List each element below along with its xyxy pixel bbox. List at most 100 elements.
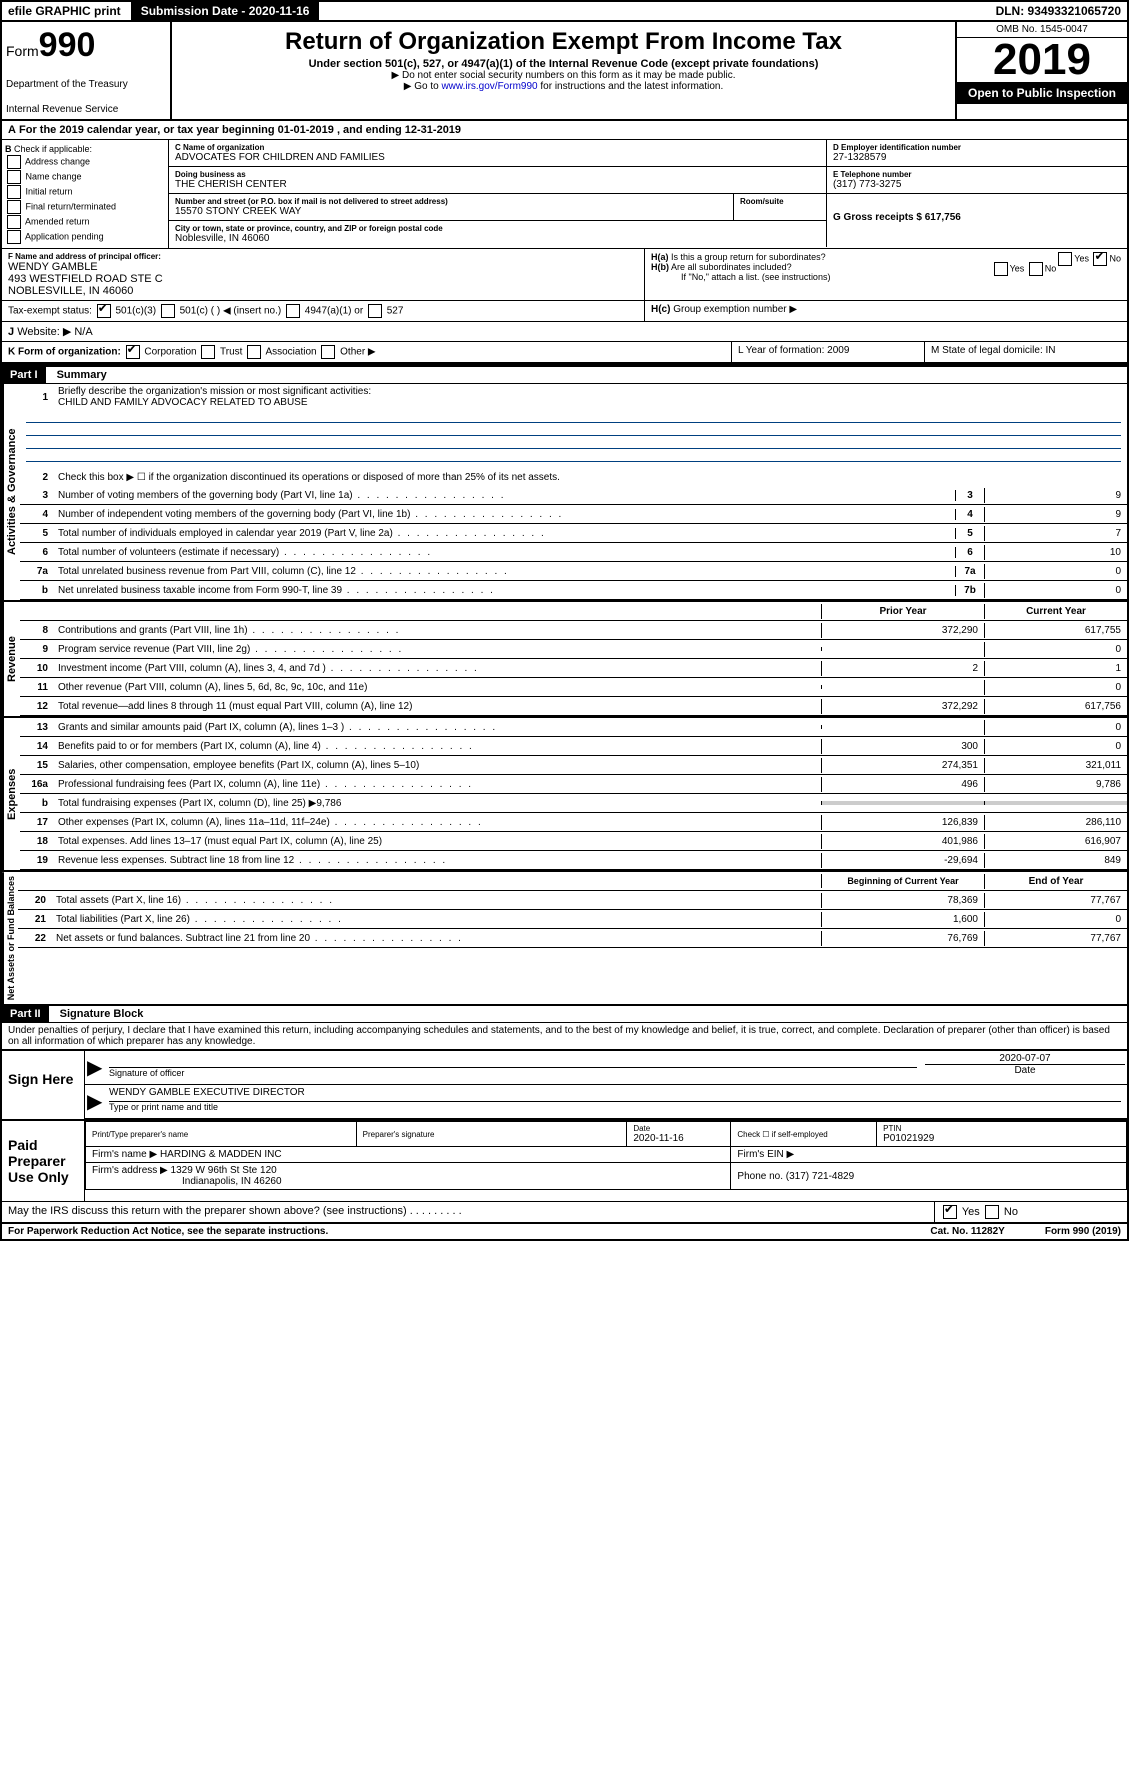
cb-501c[interactable] (161, 304, 175, 318)
l18-p: 401,986 (821, 834, 984, 849)
cb-final[interactable]: Final return/terminated (5, 200, 165, 214)
l13-t: Grants and similar amounts paid (Part IX… (54, 720, 821, 735)
goto-prefix: ▶ Go to (404, 81, 442, 92)
summary-net: Net Assets or Fund Balances Beginning of… (2, 870, 1127, 1004)
officer-label: F Name and address of principal officer: (8, 252, 161, 261)
street-addr: 15570 STONY CREEK WAY (175, 206, 727, 217)
name-label: Type or print name and title (109, 1102, 1121, 1112)
footer: For Paperwork Reduction Act Notice, see … (2, 1222, 1127, 1239)
efile-label[interactable]: efile GRAPHIC print (2, 2, 127, 20)
q2-text: Check this box ▶ ☐ if the organization d… (54, 470, 1127, 485)
l10-c: 1 (984, 661, 1127, 676)
cb-527[interactable] (368, 304, 382, 318)
cb-assoc[interactable] (247, 345, 261, 359)
current-hdr: Current Year (984, 604, 1127, 619)
cb-trust[interactable] (201, 345, 215, 359)
line6-t: Total number of volunteers (estimate if … (54, 545, 955, 560)
officer-printed: WENDY GAMBLE EXECUTIVE DIRECTOR (109, 1087, 1121, 1102)
org-name: ADVOCATES FOR CHILDREN AND FAMILIES (175, 152, 820, 163)
sig-date: 2020-07-07 (925, 1053, 1125, 1064)
self-emp-label: Check ☐ if self-employed (737, 1130, 870, 1139)
l17-t: Other expenses (Part IX, column (A), lin… (54, 815, 821, 830)
preparer-table: Print/Type preparer's name Preparer's si… (85, 1121, 1127, 1190)
l8-p: 372,290 (821, 623, 984, 638)
c-name-label: C Name of organization (175, 143, 820, 152)
cb-pending[interactable]: Application pending (5, 230, 165, 244)
ptin-label: PTIN (883, 1124, 1120, 1133)
form-word: Form (6, 43, 39, 59)
cb-4947[interactable] (286, 304, 300, 318)
blueline (26, 410, 1121, 423)
cb-address[interactable]: Address change (5, 155, 165, 169)
arrow-icon: ▶ (85, 1085, 103, 1118)
l12-t: Total revenue—add lines 8 through 11 (mu… (54, 699, 821, 714)
l16a-c: 9,786 (984, 777, 1127, 792)
l22-c: 77,767 (984, 931, 1127, 946)
cb-corp[interactable] (126, 345, 140, 359)
gov-vlabel: Activities & Governance (2, 384, 20, 600)
q1-val: CHILD AND FAMILY ADVOCACY RELATED TO ABU… (58, 397, 308, 408)
officer-addr1: 493 WESTFIELD ROAD STE C (8, 273, 638, 285)
blueline (26, 423, 1121, 436)
l18-t: Total expenses. Add lines 13–17 (must eq… (54, 834, 821, 849)
cb-discuss-no[interactable] (985, 1205, 999, 1219)
irs-link[interactable]: www.irs.gov/Form990 (441, 81, 537, 92)
l14-t: Benefits paid to or for members (Part IX… (54, 739, 821, 754)
l13-p (821, 725, 984, 729)
l8-c: 617,755 (984, 623, 1127, 638)
city-val: Noblesville, IN 46060 (175, 233, 820, 244)
submission-button[interactable]: Submission Date - 2020-11-16 (131, 2, 320, 20)
l19-t: Revenue less expenses. Subtract line 18 … (54, 853, 821, 868)
city-label: City or town, state or province, country… (175, 224, 820, 233)
col-c: C Name of organization ADVOCATES FOR CHI… (169, 140, 827, 248)
firm-addr-label: Firm's address ▶ (92, 1165, 168, 1176)
net-vlabel: Net Assets or Fund Balances (2, 872, 18, 1004)
l9-p (821, 647, 984, 651)
website-label: Website: ▶ (17, 326, 71, 338)
l21-c: 0 (984, 912, 1127, 927)
firm-name: HARDING & MADDEN INC (160, 1149, 282, 1160)
hb-label: Are all subordinates included? (671, 262, 792, 272)
end-hdr: End of Year (984, 874, 1127, 889)
l14-c: 0 (984, 739, 1127, 754)
footer-cat: Cat. No. 11282Y (930, 1226, 1004, 1237)
col-b: B Check if applicable: Address change Na… (2, 140, 169, 248)
form-subtitle: Under section 501(c), 527, or 4947(a)(1)… (176, 58, 951, 70)
cb-initial[interactable]: Initial return (5, 185, 165, 199)
irs-label: Internal Revenue Service (6, 104, 166, 115)
dba-label: Doing business as (175, 170, 820, 179)
l15-p: 274,351 (821, 758, 984, 773)
summary-expenses: Expenses 13Grants and similar amounts pa… (2, 716, 1127, 870)
form-header: Form990 Department of the Treasury Inter… (2, 22, 1127, 121)
cb-other[interactable] (321, 345, 335, 359)
goto-suffix: for instructions and the latest informat… (538, 81, 724, 92)
col-de: D Employer identification number 27-1328… (827, 140, 1127, 248)
l21-t: Total liabilities (Part X, line 26) (52, 912, 821, 927)
cb-amended[interactable]: Amended return (5, 215, 165, 229)
part1-title: Summary (49, 367, 115, 383)
open-public: Open to Public Inspection (957, 82, 1127, 104)
cb-discuss-yes[interactable] (943, 1205, 957, 1219)
l19-c: 849 (984, 853, 1127, 868)
firm-label: Firm's name ▶ (92, 1149, 157, 1160)
cb-name[interactable]: Name change (5, 170, 165, 184)
part2-title: Signature Block (52, 1006, 152, 1022)
topbar: efile GRAPHIC print Submission Date - 20… (2, 2, 1127, 22)
part2-header: Part II Signature Block (2, 1004, 1127, 1023)
phone-label: E Telephone number (833, 170, 1121, 179)
prep-sig-label: Preparer's signature (363, 1130, 621, 1139)
line5-v: 7 (984, 526, 1127, 541)
phone-val: (317) 773-3275 (833, 179, 1121, 190)
l21-p: 1,600 (821, 912, 984, 927)
l16a-t: Professional fundraising fees (Part IX, … (54, 777, 821, 792)
section-abcde: B Check if applicable: Address change Na… (2, 140, 1127, 248)
l18-c: 616,907 (984, 834, 1127, 849)
cb-501c3[interactable] (97, 304, 111, 318)
l20-p: 78,369 (821, 893, 984, 908)
k-label: K Form of organization: (8, 347, 121, 358)
dln-label: DLN: 93493321065720 (990, 2, 1127, 20)
prior-hdr: Prior Year (821, 604, 984, 619)
l22-p: 76,769 (821, 931, 984, 946)
note-ssn: ▶ Do not enter social security numbers o… (176, 70, 951, 81)
l22-t: Net assets or fund balances. Subtract li… (52, 931, 821, 946)
